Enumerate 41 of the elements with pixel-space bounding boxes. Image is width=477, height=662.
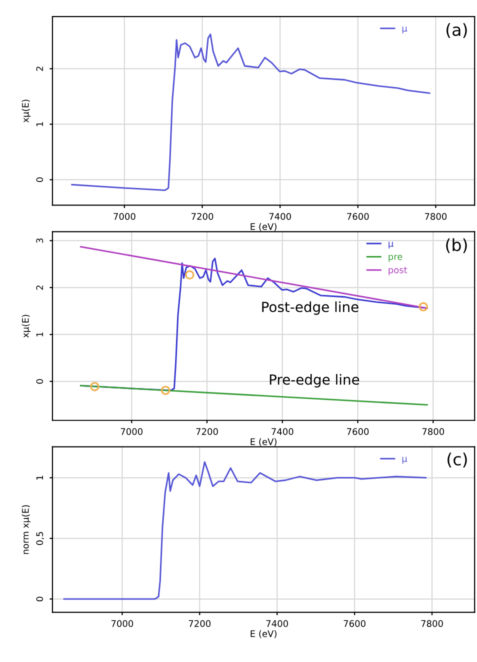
- x-tick-label: 7400: [266, 620, 288, 627]
- x-tick-label: 7200: [196, 428, 218, 435]
- annotation: (c): [448, 452, 467, 468]
- x-tick-label: 7400: [272, 428, 294, 435]
- x-tick-label: 7000: [111, 620, 134, 627]
- legend-label: post: [388, 266, 408, 276]
- x-tick-label: 7200: [188, 620, 211, 627]
- x-tick-label: 7600: [347, 213, 369, 220]
- y-tick-label: 0,5: [36, 532, 44, 545]
- x-tick-label: 7000: [114, 213, 136, 220]
- y-axis-title: xμ(E): [22, 314, 31, 338]
- legend-label: pre: [388, 254, 402, 262]
- y-tick-label: 0: [36, 379, 44, 384]
- annotation: (a): [446, 23, 467, 38]
- x-tick-label: 7000: [120, 428, 143, 435]
- y-tick-label: 3: [36, 238, 44, 243]
- x-axis-title: E (eV): [250, 438, 276, 446]
- x-tick-label: 7800: [424, 213, 447, 220]
- legend-label: μ: [402, 456, 408, 464]
- y-tick-label: 1: [36, 332, 43, 336]
- x-axis-title: E (eV): [250, 222, 276, 232]
- annotation: Pre-edge line: [270, 374, 360, 388]
- x-axis-title: E (eV): [250, 630, 276, 638]
- legend-label: μ: [402, 26, 408, 34]
- annotation: (b): [446, 238, 467, 254]
- y-tick-label: 2: [36, 66, 43, 71]
- y-axis-title: xμ(E): [22, 100, 31, 123]
- y-tick-label: 0: [36, 177, 44, 182]
- annotation: Post-edge line: [262, 301, 358, 315]
- x-tick-label: 7800: [421, 620, 443, 627]
- y-tick-label: 2: [36, 286, 43, 290]
- x-tick-label: 7600: [347, 428, 369, 435]
- x-tick-label: 7600: [344, 620, 366, 627]
- legend-label: μ: [388, 242, 394, 249]
- y-tick-label: 0: [36, 596, 44, 602]
- x-tick-label: 7400: [269, 213, 291, 220]
- x-tick-label: 7200: [192, 213, 214, 220]
- y-tick-label: 1: [36, 476, 43, 480]
- x-tick-label: 7800: [422, 428, 444, 435]
- y-tick-label: 1: [36, 122, 43, 126]
- y-axis-title: norm xμ(E): [22, 505, 31, 554]
